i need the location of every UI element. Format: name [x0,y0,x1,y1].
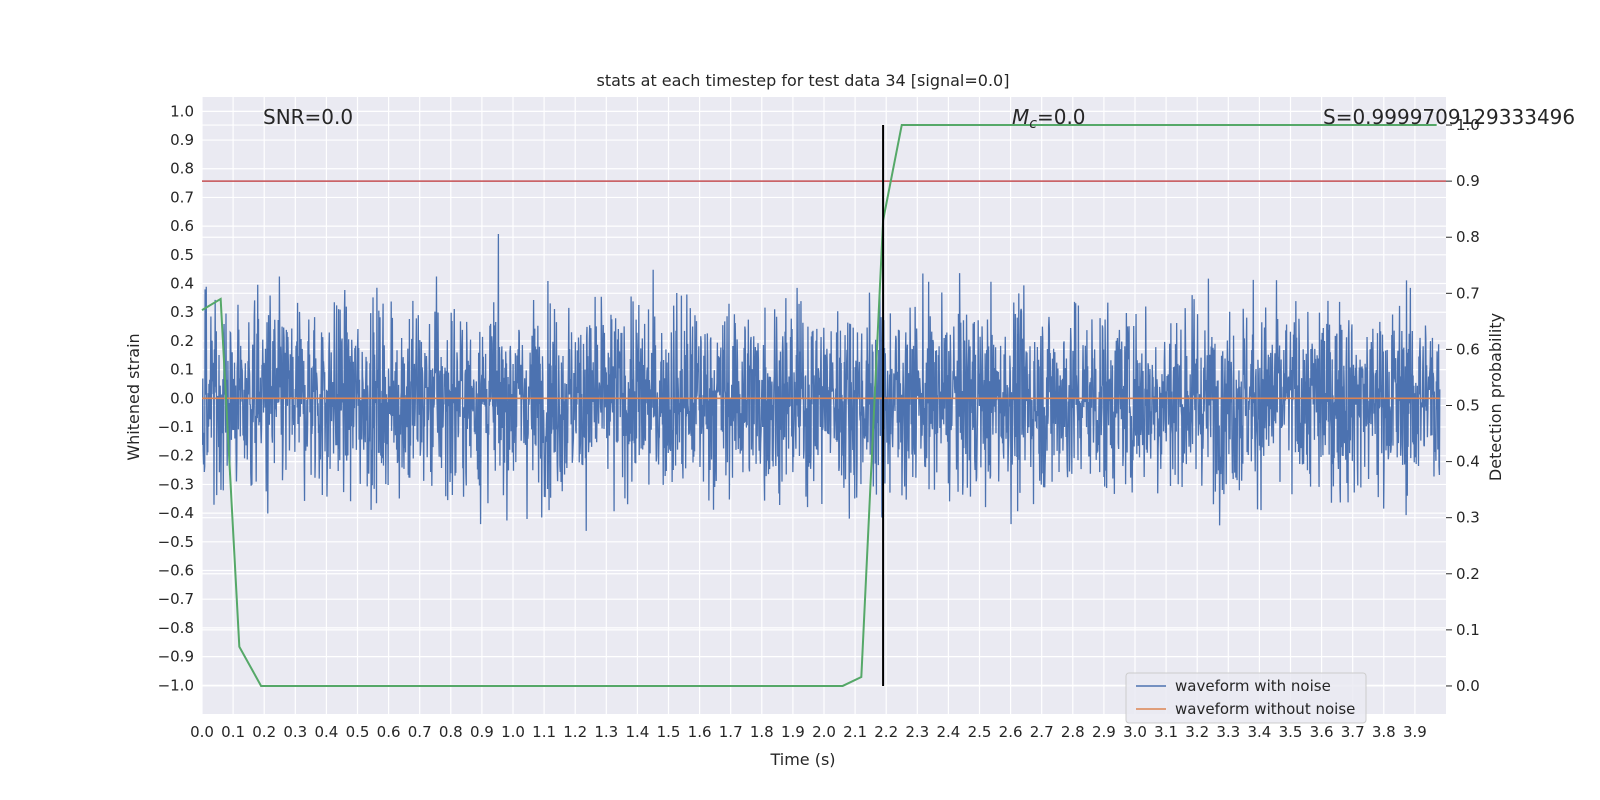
x-tick-label: 2.7 [1030,723,1054,741]
y-tick-label: 0.0 [170,389,194,407]
y-tick-label: −0.6 [158,562,194,580]
x-tick-label: 3.3 [1216,723,1240,741]
x-tick-label: 1.1 [532,723,556,741]
x-tick-label: 2.0 [812,723,836,741]
x-tick-label: 2.9 [1092,723,1116,741]
mc-symbol: M [1012,105,1029,129]
x-tick-label: 0.5 [346,723,370,741]
x-tick-label: 0.0 [190,723,214,741]
x-tick-label: 1.0 [501,723,525,741]
y-tick-label: 0.1 [170,361,194,379]
x-tick-label: 2.8 [1061,723,1085,741]
x-tick-label: 1.6 [688,723,712,741]
mc-subscript: c [1029,116,1037,132]
x-tick-label: 3.5 [1279,723,1303,741]
y2-tick-label: 0.4 [1456,453,1480,471]
x-tick-label: 2.3 [905,723,929,741]
x-tick-label: 2.1 [843,723,867,741]
y-tick-label: 0.2 [170,332,194,350]
x-tick-label: 3.7 [1341,723,1365,741]
x-tick-label: 3.8 [1372,723,1396,741]
noisy-waveform-path [202,234,1441,531]
y-tick-label: −0.4 [158,504,194,522]
y2-tick-label: 0.3 [1456,509,1480,527]
y-axis-left-ticks: 1.0 0.9 0.8 0.7 0.6 0.5 0.4 0.3 0.2 0.1 0.0 −0.1 −0.… [158,102,194,694]
y-tick-label: 0.8 [170,160,194,178]
y-tick-label: −0.1 [158,418,194,436]
y-axis-label: Whitened strain [124,333,143,460]
x-tick-label: 0.6 [377,723,401,741]
y-tick-label: 0.3 [170,303,194,321]
y2-tick-label: 0.8 [1456,228,1480,246]
detection-probability-line [201,124,1437,687]
y2-tick-label: 0.2 [1456,565,1480,583]
y2-tick-label: 0.7 [1456,284,1480,302]
x-tick-label: 3.4 [1247,723,1271,741]
y-tick-label: 0.9 [170,131,194,149]
y2-tick-label: 0.0 [1456,677,1480,695]
y-tick-label: 1.0 [170,102,194,120]
legend-entry-noisy: waveform with noise [1175,677,1331,695]
x-tick-label: 1.2 [563,723,587,741]
y-tick-label: −0.5 [158,533,194,551]
x-tick-label: 2.6 [999,723,1023,741]
y-tick-label: 0.4 [170,275,194,293]
x-tick-label: 2.4 [936,723,960,741]
x-tick-label: 3.0 [1123,723,1147,741]
y-tick-label: −1.0 [158,676,194,694]
mc-annotation: Mc=0.0 [1012,105,1086,132]
x-axis-label: Time (s) [769,750,835,769]
x-tick-label: 3.9 [1403,723,1427,741]
x-tick-label: 1.7 [719,723,743,741]
x-tick-label: 0.8 [439,723,463,741]
y-tick-label: −0.8 [158,619,194,637]
x-tick-label: 3.2 [1185,723,1209,741]
y2-tick-label: 0.9 [1456,172,1480,190]
y-tick-label: 0.5 [170,246,194,264]
x-tick-label: 3.6 [1310,723,1334,741]
x-tick-label: 0.2 [252,723,276,741]
y2-tick-label: 0.6 [1456,340,1480,358]
y2-tick-label: 1.0 [1456,116,1480,134]
y-tick-label: −0.7 [158,590,194,608]
x-tick-label: 1.9 [781,723,805,741]
x-axis-ticks: 0.0 0.1 0.2 0.3 0.4 0.5 0.6 0.7 0.8 0.9 1.0 1.1 1.2 1… [190,723,1427,741]
x-tick-label: 1.8 [750,723,774,741]
legend-box [1125,672,1367,724]
y-tick-label: −0.9 [158,648,194,666]
x-tick-label: 1.5 [657,723,681,741]
x-tick-label: 0.9 [470,723,494,741]
y-axis-right-ticks: 1.0 0.9 0.8 0.7 0.6 0.5 0.4 0.3 0.2 0.1 0.0 [1446,116,1480,695]
score-annotation: S=0.9999709129333496 [1323,105,1575,129]
series-waveform-with-noise [202,234,1441,531]
x-tick-label: 0.4 [314,723,338,741]
x-tick-label: 1.3 [594,723,618,741]
x-tick-label: 0.3 [283,723,307,741]
y-tick-label: −0.2 [158,447,194,465]
x-tick-label: 2.5 [968,723,992,741]
chart-title: stats at each timestep for test data 34 … [597,71,1010,90]
x-tick-label: 1.4 [625,723,649,741]
y2-tick-label: 0.5 [1456,397,1480,415]
x-tick-label: 2.2 [874,723,898,741]
y2-tick-label: 0.1 [1456,621,1480,639]
y2-axis-label: Detection probability [1486,313,1505,481]
x-tick-label: 0.1 [221,723,245,741]
y-tick-label: 0.7 [170,188,194,206]
y-tick-label: −0.3 [158,475,194,493]
y-tick-label: 0.6 [170,217,194,235]
snr-annotation: SNR=0.0 [263,105,353,129]
x-tick-label: 3.1 [1154,723,1178,741]
legend-entry-clean: waveform without noise [1175,700,1355,718]
x-tick-label: 0.7 [408,723,432,741]
legend: waveform with noise waveform without noi… [1125,672,1367,724]
mc-value: =0.0 [1037,105,1086,129]
